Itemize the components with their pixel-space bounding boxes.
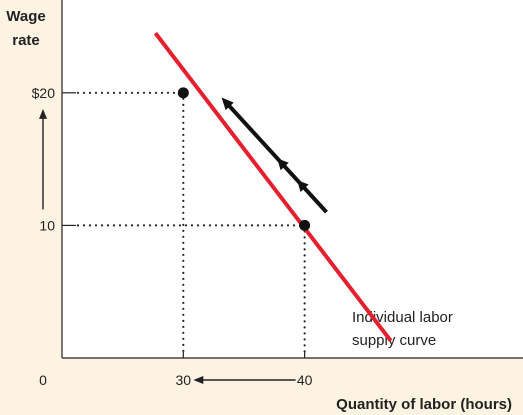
movement-arrow-head-middle <box>277 158 289 171</box>
supply-curve-line <box>153 31 393 342</box>
y-tick-label-1: 10 <box>39 217 55 233</box>
x-tick-label-0: 30 <box>176 372 192 388</box>
x-axis-title: Quantity of labor (hours) <box>336 396 512 413</box>
x-axis-arrow-head <box>193 376 204 384</box>
data-point-1 <box>299 219 311 231</box>
plot-area <box>62 0 523 358</box>
movement-arrow-head-top <box>221 97 234 111</box>
y-axis-title-line-2: rate <box>12 32 40 49</box>
y-axis-arrow-head <box>39 108 47 119</box>
y-axis-title-line-1: Wage <box>6 8 45 25</box>
data-point-0 <box>177 87 189 99</box>
x-tick-label-1: 40 <box>297 372 313 388</box>
y-tick-label-0: $20 <box>32 85 56 101</box>
curve-label-line-2: supply curve <box>352 332 436 349</box>
origin-label: 0 <box>39 372 47 388</box>
movement-arrow-shaft <box>225 102 328 214</box>
movement-arrow-head-lower <box>297 180 309 192</box>
